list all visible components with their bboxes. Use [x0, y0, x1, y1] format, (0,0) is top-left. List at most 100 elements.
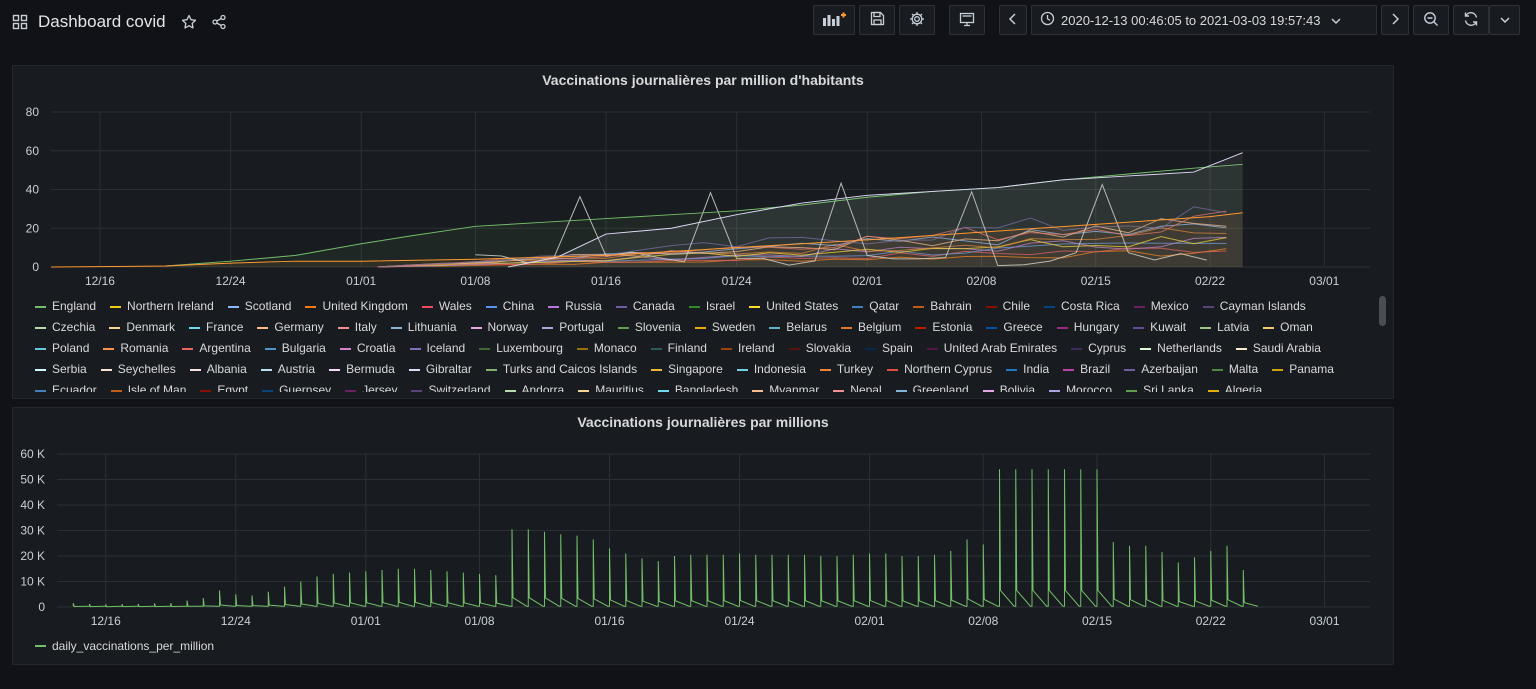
legend-item[interactable]: Canada	[615, 296, 675, 317]
time-shift-forward-button[interactable]	[1381, 5, 1409, 35]
legend-item[interactable]: Algeria	[1207, 380, 1262, 392]
legend-item[interactable]: Austria	[260, 359, 315, 380]
legend-item[interactable]: Belarus	[769, 317, 827, 338]
legend-item[interactable]: Cyprus	[1071, 338, 1126, 359]
legend-item[interactable]: Bermuda	[329, 359, 395, 380]
legend-item[interactable]: Bangladesh	[657, 380, 738, 392]
grid-icon[interactable]	[12, 14, 28, 30]
legend-item[interactable]: Chile	[985, 296, 1030, 317]
legend-item[interactable]: Isle of Man	[110, 380, 186, 392]
legend-item[interactable]: Israel	[688, 296, 735, 317]
legend-item[interactable]: Finland	[650, 338, 707, 359]
share-icon[interactable]	[210, 13, 228, 31]
legend-item[interactable]: France	[189, 317, 243, 338]
legend-item[interactable]: Russia	[548, 296, 602, 317]
legend-item[interactable]: Kuwait	[1133, 317, 1186, 338]
panel-title[interactable]: Vaccinations journalières par million d'…	[542, 72, 864, 88]
time-shift-back-button[interactable]	[999, 5, 1027, 35]
save-dashboard-button[interactable]	[859, 5, 895, 35]
legend-item[interactable]: Panama	[1272, 359, 1334, 380]
chart-vaccinations-per-millions[interactable]: 60 K 50 K 40 K 30 K 20 K 10 K 0 12/16 12/24 01/01…	[13, 408, 1394, 630]
legend-item[interactable]: Wales	[421, 296, 472, 317]
legend-item[interactable]: Morocco	[1049, 380, 1112, 392]
legend-item[interactable]: Czechia	[35, 317, 95, 338]
legend-item[interactable]: Slovenia	[617, 317, 681, 338]
legend-item[interactable]: Ireland	[720, 338, 775, 359]
legend-item[interactable]: United Kingdom	[305, 296, 408, 317]
legend-item[interactable]: Oman	[1263, 317, 1313, 338]
legend-item[interactable]: Northern Ireland	[110, 296, 214, 317]
legend-item[interactable]: Costa Rica	[1044, 296, 1120, 317]
legend-item[interactable]: Indonesia	[736, 359, 806, 380]
legend-item[interactable]: Sri Lanka	[1126, 380, 1194, 392]
legend-item[interactable]: Romania	[103, 338, 168, 359]
legend-item[interactable]: Slovakia	[788, 338, 851, 359]
legend-item[interactable]: Estonia	[915, 317, 972, 338]
legend-item[interactable]: Germany	[257, 317, 324, 338]
legend-item[interactable]: Albania	[189, 359, 247, 380]
legend-item[interactable]: Northern Cyprus	[887, 359, 992, 380]
refresh-interval-picker[interactable]	[1489, 5, 1520, 35]
legend-item[interactable]: Latvia	[1200, 317, 1249, 338]
legend-item[interactable]: Bahrain	[913, 296, 972, 317]
dashboard-title[interactable]: Dashboard covid	[38, 12, 166, 31]
legend-item[interactable]: Turkey	[819, 359, 873, 380]
legend-item[interactable]: Netherlands	[1140, 338, 1222, 359]
dashboard-settings-button[interactable]	[899, 5, 935, 35]
star-icon[interactable]	[180, 13, 198, 31]
zoom-out-button[interactable]	[1413, 5, 1449, 35]
legend-item[interactable]: Greece	[986, 317, 1043, 338]
legend-item[interactable]: Brazil	[1063, 359, 1110, 380]
legend-item[interactable]: Azerbaijan	[1124, 359, 1198, 380]
legend-item[interactable]: Italy	[337, 317, 377, 338]
legend-item[interactable]: Andorra	[504, 380, 564, 392]
legend-item[interactable]: Seychelles	[100, 359, 176, 380]
legend-item[interactable]: Gibraltar	[408, 359, 472, 380]
legend-item[interactable]: Croatia	[339, 338, 396, 359]
legend-item[interactable]: England	[35, 296, 96, 317]
legend-item[interactable]: Lithuania	[390, 317, 457, 338]
legend-item[interactable]: Greenland	[895, 380, 969, 392]
legend-item[interactable]: Scotland	[227, 296, 291, 317]
legend-item[interactable]: Ecuador	[35, 380, 97, 392]
legend-item[interactable]: Mauritius	[578, 380, 644, 392]
time-range-picker[interactable]: 2020-12-13 00:46:05 to 2021-03-03 19:57:…	[1031, 5, 1377, 35]
legend-item[interactable]: India	[1006, 359, 1049, 380]
legend-item[interactable]: Turks and Caicos Islands	[485, 359, 637, 380]
legend-item-daily-vaccinations[interactable]: daily_vaccinations_per_million	[35, 639, 214, 653]
legend-item[interactable]: United Arab Emirates	[926, 338, 1057, 359]
legend-scrollbar[interactable]	[1379, 296, 1386, 326]
legend-item[interactable]: Guernsey	[262, 380, 331, 392]
legend-item[interactable]: Serbia	[35, 359, 87, 380]
legend-item[interactable]: Cayman Islands	[1202, 296, 1306, 317]
legend-item[interactable]: Switzerland	[411, 380, 491, 392]
legend-item[interactable]: Nepal	[833, 380, 882, 392]
legend-item[interactable]: Argentina	[182, 338, 251, 359]
legend-item[interactable]: Denmark	[109, 317, 175, 338]
panel-title[interactable]: Vaccinations journalières par millions	[577, 414, 829, 430]
legend-item[interactable]: Myanmar	[752, 380, 819, 392]
legend-item[interactable]: Portugal	[542, 317, 604, 338]
legend-item[interactable]: Singapore	[651, 359, 723, 380]
legend-item[interactable]: Iceland	[409, 338, 465, 359]
legend-item[interactable]: China	[485, 296, 534, 317]
legend-item[interactable]: Jersey	[345, 380, 397, 392]
legend-item[interactable]: Hungary	[1056, 317, 1119, 338]
legend-item[interactable]: Egypt	[200, 380, 248, 392]
legend-item[interactable]: Spain	[865, 338, 913, 359]
legend-item[interactable]: Saudi Arabia	[1235, 338, 1321, 359]
legend-item[interactable]: Norway	[470, 317, 528, 338]
legend-item[interactable]: Sweden	[694, 317, 755, 338]
refresh-button[interactable]	[1453, 5, 1489, 35]
legend-item[interactable]: Poland	[35, 338, 89, 359]
legend-item[interactable]: Mexico	[1133, 296, 1189, 317]
legend-item[interactable]: Qatar	[852, 296, 899, 317]
legend-item[interactable]: Monaco	[576, 338, 637, 359]
legend-item[interactable]: Bulgaria	[264, 338, 326, 359]
legend-item[interactable]: Malta	[1211, 359, 1258, 380]
chart-vaccinations-per-million-inhabitants[interactable]: 80 60 40 20 0 12/16 12/24 01/01 01/08 01/16 01/24 0…	[13, 66, 1394, 292]
legend-item[interactable]: United States	[749, 296, 838, 317]
add-panel-button[interactable]	[813, 5, 855, 35]
tv-mode-button[interactable]	[949, 5, 985, 35]
legend-item[interactable]: Belgium	[840, 317, 901, 338]
